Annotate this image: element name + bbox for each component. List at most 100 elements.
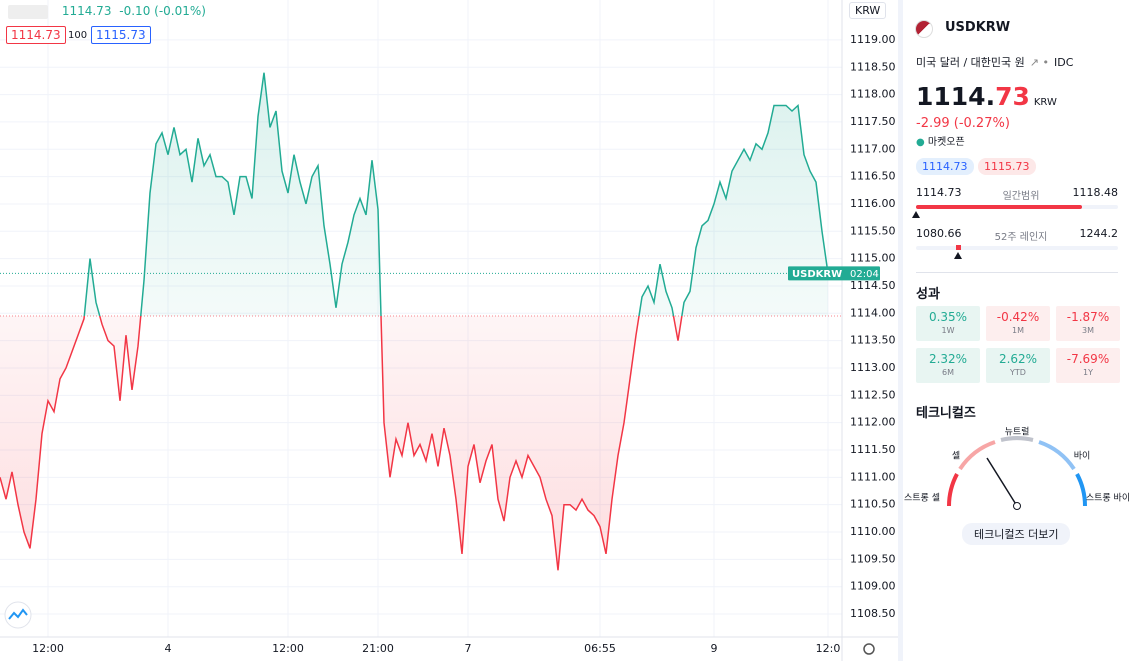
performance-value: 2.62%	[998, 352, 1038, 366]
price-tag-time: 02:04	[850, 269, 879, 280]
gauge-buy	[1038, 440, 1076, 471]
performance-value: -0.42%	[996, 310, 1040, 324]
symbol[interactable]: USDKRW	[945, 20, 1011, 35]
price-tag-name: USDKRW	[792, 269, 842, 280]
logo-icon	[8, 608, 28, 620]
gauge-label: 스트롱 바이	[1086, 493, 1130, 504]
ask-chip: 1115.73	[978, 158, 1036, 175]
range-label: 일간범위	[1002, 191, 1040, 202]
performance-title: 성과	[916, 287, 940, 302]
description: 미국 달러 / 대한민국 원 ↗ • IDC	[916, 56, 1074, 69]
separator	[898, 0, 903, 661]
flag	[915, 20, 933, 38]
price-line-series	[0, 72, 829, 571]
bid-box[interactable]: 1114.73	[6, 26, 66, 44]
x-tick-label: 06:55	[584, 642, 616, 655]
performance-tile: 0.35% 1W	[916, 306, 980, 341]
gauge: 스트롱 셀 셀 뉴트럴 바이 스트롱 바이	[904, 427, 1130, 510]
price-tag	[788, 266, 880, 281]
price-dec: 73	[995, 82, 1030, 111]
baseline-area	[0, 72, 828, 571]
x-tick-label: 12:00	[272, 642, 304, 655]
y-tick-label: 1118.50	[850, 60, 896, 73]
performance-period: 1Y	[1083, 368, 1093, 377]
performance-tile: -7.69% 1Y	[1056, 348, 1120, 383]
performance-tile: 2.62% YTD	[986, 348, 1050, 383]
description-text: 미국 달러 / 대한민국 원	[916, 56, 1025, 69]
performance-value: -7.69%	[1066, 352, 1110, 366]
legend-change: -0.10 (-0.01%)	[119, 4, 206, 18]
performance-value: -1.87%	[1066, 310, 1110, 324]
y-tick-label: 1116.50	[850, 170, 896, 183]
divider	[916, 272, 1118, 273]
legend-row: 1114.73 -0.10 (-0.01%)	[8, 4, 206, 19]
x-tick-label: 4	[165, 642, 172, 655]
currency: KRW	[1033, 97, 1057, 108]
price: 1114.73 KRW	[916, 82, 1057, 111]
y-tick-label: 1117.50	[850, 115, 896, 128]
gauge-needle	[986, 457, 1018, 507]
bid-chip: 1114.73	[916, 158, 974, 175]
y-tick-label: 1108.50	[850, 607, 896, 620]
status-text: 마켓오픈	[927, 137, 965, 148]
status-icon	[8, 4, 48, 19]
range-high: 1118.48	[1072, 186, 1119, 199]
chart: 1108.50 1109.00 1109.50 1110.00 1110.50 1111.…	[0, 0, 900, 661]
gauge-neutral	[1000, 436, 1034, 442]
range-track	[916, 246, 1118, 250]
market-status: ● 마켓오픈	[916, 137, 965, 148]
performance-period: YTD	[1010, 368, 1026, 377]
x-tick-label: 21:00	[362, 642, 394, 655]
gauge-pivot	[1013, 502, 1021, 510]
logo[interactable]	[4, 601, 32, 629]
y-tick-label: 1110.00	[850, 525, 896, 538]
performance-period: 3M	[1082, 326, 1094, 335]
gauge-label: 스트롱 셀	[904, 493, 940, 504]
y-tick-label: 1117.00	[850, 142, 896, 155]
y-tick-label: 1116.00	[850, 197, 896, 210]
settings-icon[interactable]	[863, 643, 875, 655]
gauge-label: 뉴트럴	[1005, 427, 1030, 438]
range-label: 52주 레인지	[994, 232, 1048, 243]
technicals-button[interactable]: 테크니컬즈 더보기	[962, 523, 1071, 545]
y-tick-label: 1113.00	[850, 361, 896, 374]
y-tick-label: 1113.50	[850, 334, 896, 347]
performance-period: 1W	[941, 326, 955, 335]
gauge-sell	[958, 440, 996, 471]
performance-tile: -0.42% 1M	[986, 306, 1050, 341]
y-tick-label: 1114.00	[850, 306, 896, 319]
spread: 100	[68, 30, 88, 41]
y-tick-label: 1115.00	[850, 252, 896, 265]
range-marker	[912, 211, 920, 218]
legend-price: 1114.73	[61, 4, 112, 18]
x-tick-label: 12:0	[816, 642, 841, 655]
y-tick-label: 1111.50	[850, 443, 896, 456]
performance-period: 1M	[1012, 326, 1024, 335]
source: IDC	[1053, 56, 1074, 69]
gauge-strong-sell	[947, 473, 959, 507]
price-int: 1114.	[916, 82, 996, 111]
performance-period: 6M	[942, 368, 954, 377]
range-fill	[916, 205, 1082, 209]
y-tick-label: 1119.00	[850, 33, 896, 46]
range-low: 1080.66	[916, 227, 962, 240]
gauge-label: 바이	[1074, 451, 1091, 462]
performance-value: 2.32%	[928, 352, 968, 366]
currency-button[interactable]: KRW	[849, 2, 887, 19]
change: -2.99 (-0.27%)	[916, 116, 1010, 131]
gauge-label: 셀	[952, 451, 960, 462]
range-fill	[956, 245, 962, 250]
performance-tile: -1.87% 3M	[1056, 306, 1120, 341]
y-tick-label: 1114.50	[850, 279, 896, 292]
gauge-strong-buy	[1075, 473, 1087, 507]
technicals-title: 테크니컬즈	[916, 406, 976, 421]
x-tick-label: 12:00	[32, 642, 64, 655]
y-tick-label: 1110.50	[850, 498, 896, 511]
range-high: 1244.2	[1079, 227, 1119, 240]
y-tick-label: 1111.00	[850, 470, 896, 483]
ask-box[interactable]: 1115.73	[91, 26, 151, 44]
x-tick-label: 7	[465, 642, 472, 655]
performance-value: 0.35%	[928, 310, 968, 324]
y-tick-label: 1112.00	[850, 416, 896, 429]
